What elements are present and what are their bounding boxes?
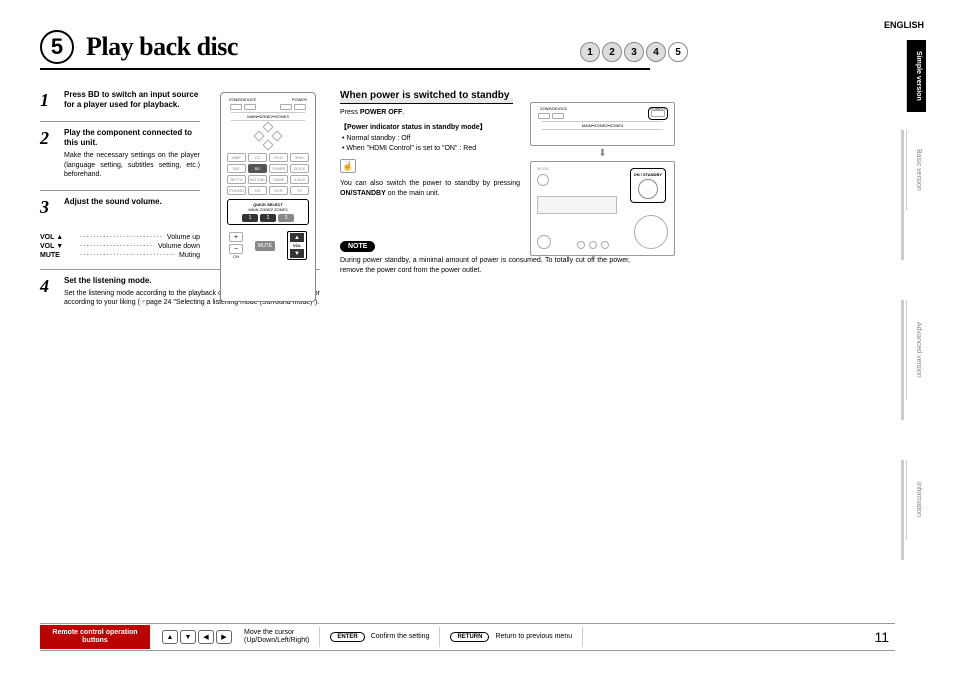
quick-btn-3: 3 [278, 214, 294, 222]
ch-label: CH [229, 254, 243, 259]
remote-zone-slider: MAIN━ZONE2━ZONE3 [231, 112, 305, 121]
step-3-num: 3 [40, 197, 56, 218]
remote-btn: SAT [227, 164, 246, 173]
sidebar-tab-information[interactable]: Information [906, 460, 926, 540]
hand-icon: ☝ [340, 159, 356, 173]
remote-btn: DVR [269, 186, 288, 195]
vol-up-line: VOL ▲································Vol… [40, 234, 200, 241]
quick-btn-1: 1 [242, 214, 258, 222]
vol-down-btn: ▼ [290, 249, 304, 258]
remote-btn: GAME [269, 175, 288, 184]
cursor-down-icon: ▼ [180, 630, 196, 644]
remote-btn: TUNER [269, 164, 288, 173]
step-1: 1 Press BD to switch an input source for… [40, 90, 200, 111]
quick-zones-label: MAIN ZONE2 ZONE3 [230, 207, 306, 212]
mute-btn: MUTE [255, 241, 275, 251]
device-standby-box: ON / STANDBY [630, 168, 666, 203]
step-3: 3 Adjust the sound volume. [40, 197, 200, 218]
sidebar-tab-simple[interactable]: Simple version [906, 40, 926, 112]
remote-btn: SAT/CBL [248, 175, 267, 184]
footer: Remote control operation buttons ▲ ▼ ◀ ▶… [40, 623, 895, 651]
cursor-up-icon: ▲ [162, 630, 178, 644]
step-number-circle: 5 [40, 30, 74, 64]
device-mode-label: MODE [537, 166, 549, 171]
device-power-off-box [648, 107, 668, 120]
step-2-desc: Make the necessary settings on the playe… [64, 151, 200, 180]
step-4-num: 4 [40, 276, 56, 308]
device-slider: MAIN━ZONE2━ZONE3 [542, 121, 663, 130]
sidebar: ENGLISH Simple version Basic version Adv… [900, 20, 926, 580]
vol-up-btn: ▲ [290, 233, 304, 242]
vol-label: VOL [290, 243, 304, 248]
remote-btn: TV [290, 186, 309, 195]
bullet-normal: • Normal standby : Off [342, 134, 520, 144]
footer-cursor-text: Move the cursor (Up/Down/Left/Right) [244, 629, 309, 646]
note-text: During power standby, a minimal amount o… [340, 256, 630, 276]
progress-step-5: 5 [668, 42, 688, 62]
vol-down-line: VOL ▼······························Volum… [40, 243, 200, 250]
progress-step-3: 3 [624, 42, 644, 62]
device-diagram: ZONE/DEVICE POWER MAIN━ZONE2━ZONE3 ⬇ MOD… [530, 102, 675, 257]
step-2-title: Play the component connected to this uni… [64, 128, 200, 149]
page-title-row: 5 Play back disc [40, 30, 650, 70]
footer-red-label: Remote control operation buttons [40, 625, 150, 650]
step-1-num: 1 [40, 90, 56, 111]
standby-title: When power is switched to standby [340, 90, 513, 104]
cursor-right-icon: ▶ [216, 630, 232, 644]
enter-text: Confirm the setting [371, 633, 430, 641]
remote-btn: DOCK [290, 164, 309, 173]
progress-circles: 1 2 3 4 5 [580, 42, 688, 62]
remote-btn: PHONO [227, 186, 246, 195]
device-zone-label: ZONE/DEVICE [540, 106, 567, 111]
remote-power-label: POWER [292, 97, 307, 102]
remote-btn: CD [248, 153, 267, 162]
cursor-left-icon: ◀ [198, 630, 214, 644]
remote-btn: iPod [290, 153, 309, 162]
return-text: Return to previous menu [495, 633, 572, 641]
step-3-title: Adjust the sound volume. [64, 197, 200, 207]
device-standby-label: ON / STANDBY [634, 172, 662, 177]
progress-step-4: 4 [646, 42, 666, 62]
quick-btn-2: 2 [260, 214, 276, 222]
mute-line: MUTE····································… [40, 252, 200, 259]
language-label: ENGLISH [884, 20, 924, 30]
remote-btn-bd: BD [248, 164, 267, 173]
progress-step-2: 2 [602, 42, 622, 62]
note-label: NOTE [340, 241, 375, 252]
step-2: 2 Play the component connected to this u… [40, 128, 200, 180]
step-2-num: 2 [40, 128, 56, 180]
arrow-down-icon: ⬇ [530, 148, 675, 159]
standby-hand-text: You can also switch the power to standby… [340, 179, 520, 199]
footer-cursor-icons: ▲ ▼ ◀ ▶ [162, 630, 232, 644]
remote-btn: DVD [269, 153, 288, 162]
ch-plus: + [229, 232, 243, 242]
enter-pill: ENTER [330, 632, 364, 642]
return-pill: RETURN [450, 632, 489, 642]
ch-minus: − [229, 244, 243, 254]
remote-zone-label: ZONE/DEVICE [229, 97, 256, 102]
remote-btn: V.AUX [290, 175, 309, 184]
progress-step-1: 1 [580, 42, 600, 62]
step-1-title: Press BD to switch an input source for a… [64, 90, 200, 111]
remote-btn: CD [248, 186, 267, 195]
remote-diagram: ZONE/DEVICE POWER MAIN━ZONE2━ZONE3 AMP C… [220, 92, 316, 302]
bullet-hdmi: • When "HDMI Control" is set to "ON" : R… [342, 144, 520, 154]
remote-btn: AMP [227, 153, 246, 162]
remote-btn: NET/U [227, 175, 246, 184]
page-number: 11 [874, 629, 889, 645]
sidebar-tab-advanced[interactable]: Advanced version [906, 300, 926, 400]
page-title: Play back disc [86, 32, 238, 62]
sidebar-tab-basic[interactable]: Basic version [906, 130, 926, 210]
